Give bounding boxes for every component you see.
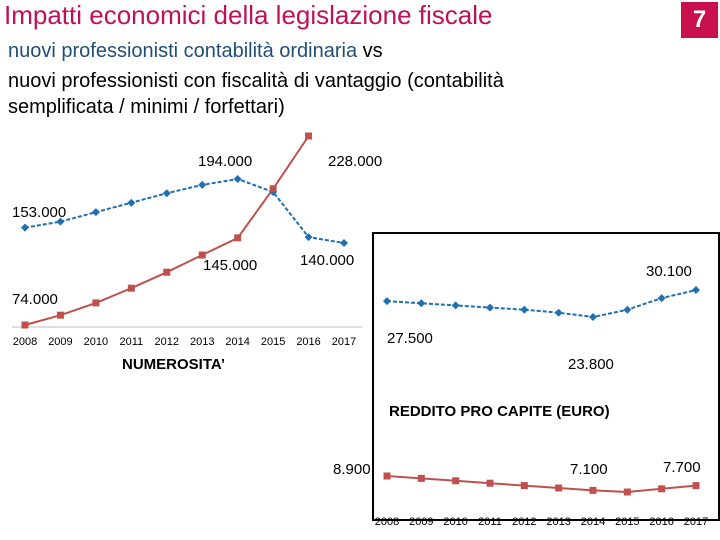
right-point-s1-2012 bbox=[520, 482, 528, 490]
slide-number-badge: 7 bbox=[681, 2, 718, 38]
right-tick-2015: 2015 bbox=[615, 516, 639, 528]
right-tick-2010: 2010 bbox=[443, 516, 467, 528]
left-tick-2009: 2009 bbox=[48, 336, 72, 348]
left-tick-2010: 2010 bbox=[84, 336, 108, 348]
left-label-153000: 153.000 bbox=[12, 204, 66, 221]
left-point-s1-2008 bbox=[21, 321, 29, 329]
left-point-s1-2016 bbox=[305, 132, 313, 140]
right-label-7100: 7.100 bbox=[570, 461, 608, 478]
left-series-points bbox=[21, 132, 348, 329]
right-chart-title: REDDITO PRO CAPITE (EURO) bbox=[389, 403, 610, 420]
right-point-s0-2012 bbox=[520, 305, 529, 314]
right-point-s0-2010 bbox=[451, 301, 460, 310]
right-label-7700: 7.700 bbox=[663, 459, 701, 476]
right-point-s0-2014 bbox=[589, 313, 597, 321]
left-tick-2016: 2016 bbox=[296, 336, 320, 348]
right-chart-frame bbox=[372, 232, 720, 521]
right-label-8900: 8.900 bbox=[333, 461, 371, 478]
right-point-s0-2009 bbox=[417, 299, 426, 308]
subtitle-ordinaria: nuovi professionisti contabilità ordinar… bbox=[8, 40, 363, 62]
right-tick-2008: 2008 bbox=[375, 516, 399, 528]
subtitle-line-2: nuovi professionisti con fiscalità di va… bbox=[8, 70, 504, 92]
right-label-27500: 27.500 bbox=[387, 330, 433, 347]
right-series-points bbox=[383, 286, 700, 496]
left-label-228000: 228.000 bbox=[328, 153, 382, 170]
numerosita-chart: 2008 2009 2010 2011 2012 2013 2014 2015 2016 2017… bbox=[12, 132, 382, 373]
slide-title: Impatti economici della legislazione fis… bbox=[4, 0, 493, 30]
left-series-lines bbox=[24, 135, 345, 326]
right-point-s1-2014 bbox=[589, 486, 597, 494]
subtitle-line-1: nuovi professionisti contabilità ordinar… bbox=[8, 40, 383, 63]
right-tick-2009: 2009 bbox=[409, 516, 433, 528]
left-point-s0-2017 bbox=[340, 239, 348, 247]
left-label-194000: 194.000 bbox=[198, 153, 252, 170]
right-point-s0-2013 bbox=[554, 308, 563, 317]
left-point-s1-2012 bbox=[163, 268, 171, 276]
right-point-s0-2011 bbox=[486, 303, 494, 312]
subtitle-line-3: semplificata / minimi / forfettari) bbox=[8, 96, 285, 118]
reddito-chart: 2008 2009 2010 2011 2012 2013 2014 2015 2016 2017… bbox=[333, 232, 720, 528]
right-tick-2013: 2013 bbox=[546, 516, 570, 528]
left-point-s0-2014 bbox=[233, 175, 242, 183]
left-tick-2011: 2011 bbox=[120, 336, 144, 348]
left-point-s0-2010 bbox=[91, 208, 100, 217]
left-chart-title: NUMEROSITA’ bbox=[122, 356, 225, 373]
left-label-145000: 145.000 bbox=[203, 257, 257, 274]
left-line-series-1 bbox=[24, 135, 310, 326]
right-x-ticks: 2008 2009 2010 2011 2012 2013 2014 2015 2016 2017 bbox=[375, 516, 708, 528]
left-tick-2014: 2014 bbox=[225, 336, 249, 348]
left-x-ticks: 2008 2009 2010 2011 2012 2013 2014 2015 2016 2017 bbox=[13, 336, 356, 348]
right-line-series-1 bbox=[386, 475, 697, 494]
left-point-s1-2011 bbox=[127, 284, 135, 292]
left-tick-2008: 2008 bbox=[13, 336, 37, 348]
right-series-lines bbox=[386, 289, 697, 494]
right-point-s0-2016 bbox=[657, 294, 666, 303]
right-tick-2011: 2011 bbox=[478, 516, 502, 528]
right-label-23800: 23.800 bbox=[568, 356, 614, 373]
right-point-s1-2011 bbox=[486, 479, 494, 487]
left-point-s1-2015 bbox=[269, 185, 277, 193]
left-point-s1-2010 bbox=[92, 299, 100, 307]
left-point-s0-2008 bbox=[21, 223, 29, 232]
left-tick-2012: 2012 bbox=[155, 336, 179, 348]
left-point-s1-2014 bbox=[234, 234, 242, 242]
right-point-s0-2017 bbox=[692, 286, 700, 294]
left-line-series-0 bbox=[24, 177, 345, 244]
right-line-series-0 bbox=[386, 289, 697, 319]
right-tick-2017: 2017 bbox=[684, 516, 708, 528]
left-point-s1-2013 bbox=[198, 251, 206, 259]
right-point-s1-2009 bbox=[417, 474, 425, 482]
left-point-s0-2011 bbox=[127, 198, 136, 207]
right-point-s1-2010 bbox=[452, 477, 460, 485]
left-label-74000: 74.000 bbox=[12, 291, 58, 308]
right-tick-2016: 2016 bbox=[649, 516, 673, 528]
right-point-s0-2015 bbox=[623, 305, 632, 314]
right-point-s1-2017 bbox=[692, 482, 700, 490]
right-tick-2012: 2012 bbox=[512, 516, 536, 528]
left-point-s0-2013 bbox=[198, 180, 207, 189]
subtitle-vs: vs bbox=[362, 40, 383, 62]
left-point-s0-2009 bbox=[56, 217, 65, 226]
left-tick-2015: 2015 bbox=[261, 336, 285, 348]
left-point-s1-2009 bbox=[56, 311, 64, 319]
right-label-30100: 30.100 bbox=[646, 263, 692, 280]
left-point-s0-2016 bbox=[304, 233, 313, 242]
left-label-140000: 140.000 bbox=[300, 252, 354, 269]
right-point-s1-2016 bbox=[658, 485, 666, 493]
right-tick-2014: 2014 bbox=[581, 516, 605, 528]
left-point-s0-2012 bbox=[162, 189, 171, 198]
left-tick-2013: 2013 bbox=[190, 336, 214, 348]
right-point-s1-2015 bbox=[623, 488, 631, 496]
left-tick-2017: 2017 bbox=[332, 336, 356, 348]
right-point-s1-2008 bbox=[383, 472, 391, 480]
right-point-s1-2013 bbox=[555, 484, 563, 492]
right-point-s0-2008 bbox=[383, 297, 391, 306]
